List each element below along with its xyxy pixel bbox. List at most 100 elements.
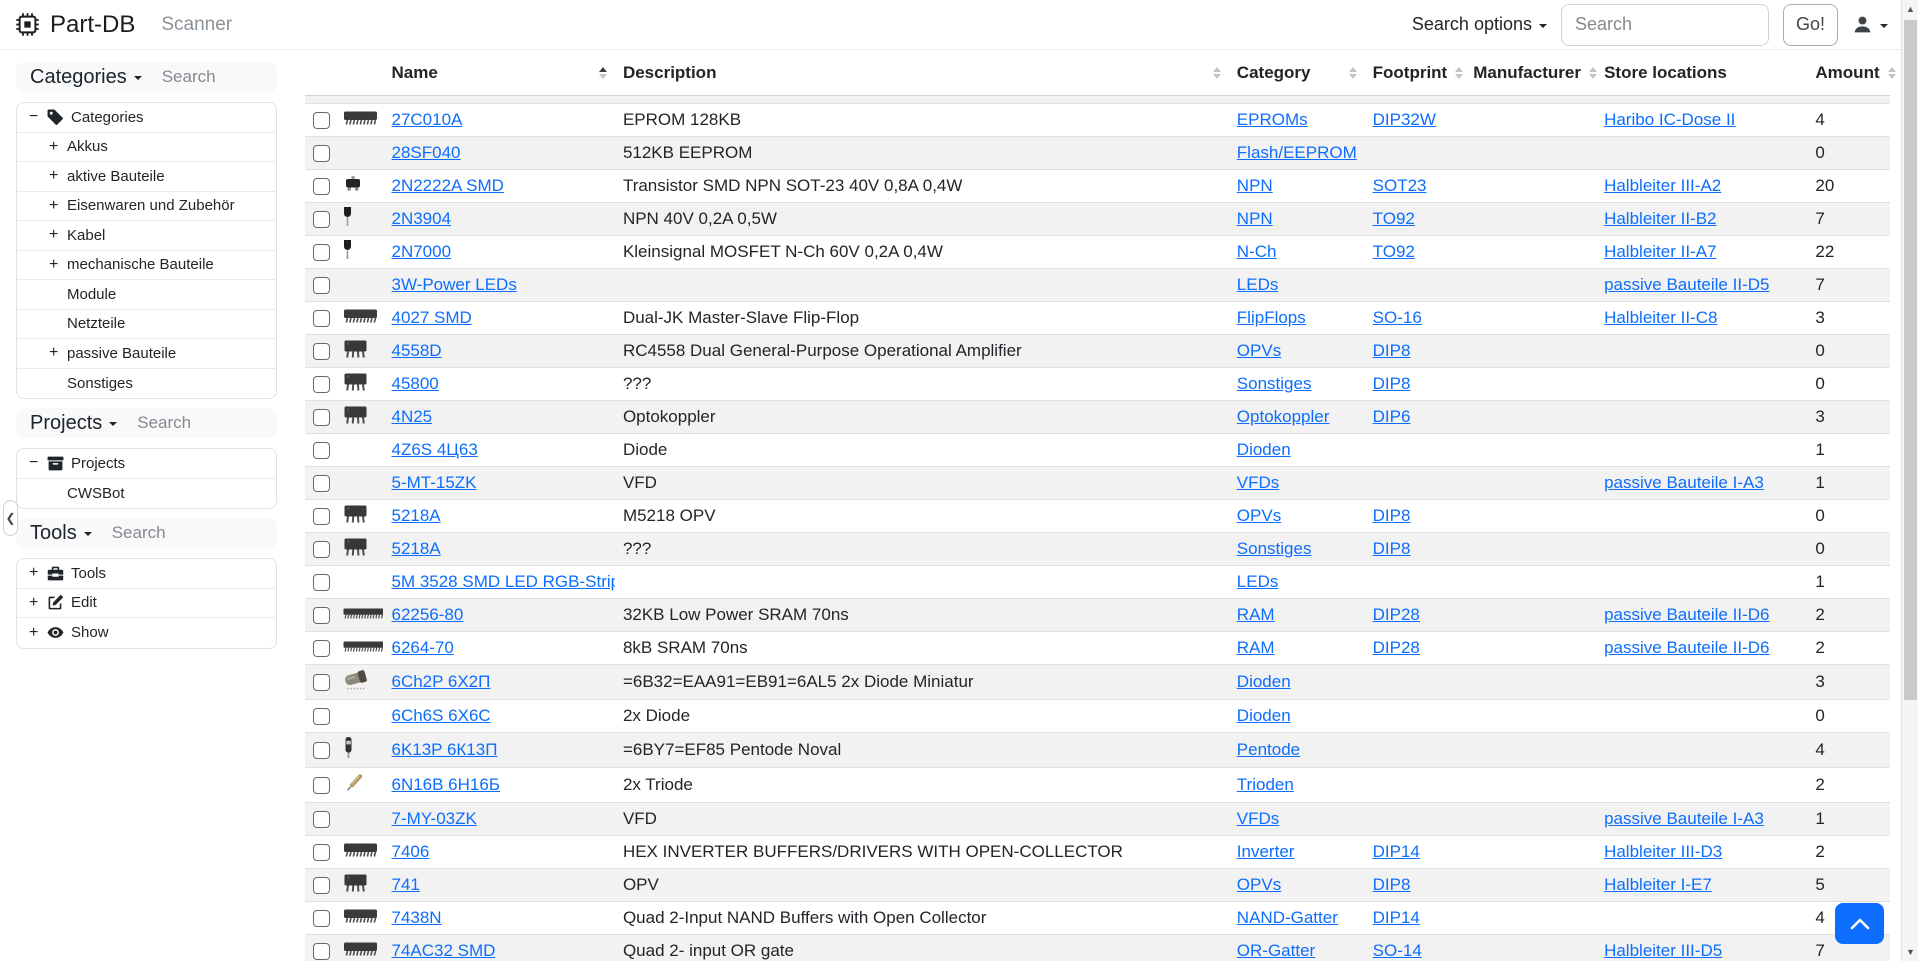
part-name-link[interactable]: 6Ch6S 6X6C — [391, 706, 491, 725]
footprint-link[interactable]: DIP28 — [1372, 605, 1420, 624]
row-checkbox[interactable] — [313, 640, 330, 658]
expand-plus-icon[interactable]: + — [29, 623, 39, 641]
category-link[interactable]: Optokoppler — [1236, 407, 1330, 426]
category-link[interactable]: Sonstiges — [1236, 374, 1312, 393]
tree-item-kabel[interactable]: + Kabel — [17, 221, 276, 251]
tree-item-passive-bauteile[interactable]: + passive Bauteile — [17, 339, 276, 369]
category-link[interactable]: RAM — [1236, 605, 1275, 624]
tree-item-categories[interactable]: − Categories — [17, 103, 276, 133]
tree-item-eisenwaren-und-zubeh-r[interactable]: + Eisenwaren und Zubehör — [17, 192, 276, 221]
tree-item-edit[interactable]: + Edit — [17, 589, 276, 618]
tube-diagonal-icon[interactable] — [343, 771, 366, 794]
part-name-link[interactable]: 6264-70 — [391, 638, 454, 657]
footprint-link[interactable]: SO-16 — [1372, 308, 1422, 327]
tools-mode-dropdown[interactable]: Tools — [30, 523, 92, 543]
store-location-link[interactable]: Halbleiter I-E7 — [1604, 875, 1712, 894]
tree-item-tools[interactable]: + Tools — [17, 559, 276, 589]
tools-search-input[interactable] — [111, 523, 222, 543]
search-options-dropdown[interactable]: Search options — [1412, 14, 1547, 35]
part-name-link[interactable]: 74AC32 SMD — [391, 941, 496, 960]
sot23-smd-icon[interactable] — [343, 175, 363, 192]
tree-item-akkus[interactable]: + Akkus — [17, 133, 276, 162]
scrollbar-thumb[interactable] — [1904, 20, 1917, 700]
tree-item-netzteile[interactable]: Netzteile — [17, 310, 276, 339]
part-name-link[interactable]: 27C010A — [391, 110, 463, 129]
expand-plus-icon[interactable]: + — [49, 255, 59, 273]
category-link[interactable]: FlipFlops — [1236, 308, 1306, 327]
store-location-link[interactable]: passive Bauteile I-A3 — [1604, 809, 1764, 828]
part-name-link[interactable]: 7406 — [391, 842, 430, 861]
category-link[interactable]: RAM — [1236, 638, 1275, 657]
dip-ic-side-icon[interactable] — [343, 307, 379, 324]
part-name-link[interactable]: 4Z6S 4Ц63 — [391, 440, 478, 459]
row-checkbox[interactable] — [313, 343, 330, 361]
store-location-link[interactable]: Halbleiter III-A2 — [1604, 176, 1722, 195]
expand-plus-icon[interactable]: + — [29, 564, 39, 582]
store-location-link[interactable]: Halbleiter III-D3 — [1604, 842, 1723, 861]
row-checkbox[interactable] — [313, 112, 330, 130]
row-checkbox[interactable] — [313, 409, 330, 427]
expand-plus-icon[interactable]: + — [49, 344, 59, 362]
part-name-link[interactable]: 6Ch2P 6Х2П — [391, 672, 491, 691]
footprint-link[interactable]: DIP32W — [1372, 110, 1436, 129]
footprint-link[interactable]: SO-14 — [1372, 941, 1422, 960]
category-link[interactable]: OPVs — [1236, 875, 1282, 894]
column-header-manufacturer[interactable]: Manufacturer — [1465, 50, 1597, 96]
category-link[interactable]: VFDs — [1236, 473, 1280, 492]
category-link[interactable]: EPROMs — [1236, 110, 1308, 129]
collapse-minus-icon[interactable]: − — [29, 108, 39, 126]
footprint-link[interactable]: DIP14 — [1372, 908, 1420, 927]
dip-ic-side-icon[interactable] — [343, 841, 379, 858]
app-brand-link[interactable]: Part-DB — [14, 11, 135, 39]
expand-plus-icon[interactable]: + — [49, 167, 59, 185]
dip8-ic-icon[interactable] — [343, 504, 368, 524]
category-link[interactable]: N-Ch — [1236, 242, 1277, 261]
dip8-ic-icon[interactable] — [343, 372, 368, 392]
part-name-link[interactable]: 4558D — [391, 341, 442, 360]
footprint-link[interactable]: DIP8 — [1372, 374, 1411, 393]
dip-ic-long-icon[interactable] — [343, 639, 384, 653]
row-checkbox[interactable] — [313, 877, 330, 895]
category-link[interactable]: Sonstiges — [1236, 539, 1312, 558]
projects-search-input[interactable] — [137, 413, 248, 433]
store-location-link[interactable]: Halbleiter II-A7 — [1604, 242, 1717, 261]
category-link[interactable]: Trioden — [1236, 775, 1294, 794]
categories-search-input[interactable] — [161, 67, 272, 87]
store-location-link[interactable]: Haribo IC-Dose II — [1604, 110, 1736, 129]
part-name-link[interactable]: 741 — [391, 875, 420, 894]
part-name-link[interactable]: 2N7000 — [391, 242, 452, 261]
tree-item-projects[interactable]: − Projects — [17, 449, 276, 479]
row-checkbox[interactable] — [313, 211, 330, 229]
global-search-input[interactable] — [1560, 3, 1769, 46]
scroll-up-arrow-icon[interactable]: ▲ — [1906, 4, 1915, 14]
part-name-link[interactable]: 4N25 — [391, 407, 433, 426]
part-name-link[interactable]: 7-MY-03ZK — [391, 809, 477, 828]
part-name-link[interactable]: 28SF040 — [391, 143, 461, 162]
part-name-link[interactable]: 5-MT-15ZK — [391, 473, 477, 492]
part-name-link[interactable]: 62256-80 — [391, 605, 464, 624]
footprint-link[interactable]: DIP14 — [1372, 842, 1420, 861]
category-link[interactable]: NPN — [1236, 176, 1273, 195]
part-name-link[interactable]: 6K13P 6К13П — [391, 740, 498, 759]
tube-horizontal-icon[interactable] — [343, 668, 371, 691]
tree-item-cwsbot[interactable]: CWSBot — [17, 479, 276, 509]
to92-transistor-icon[interactable] — [343, 239, 352, 260]
footprint-link[interactable]: DIP8 — [1372, 539, 1411, 558]
categories-mode-dropdown[interactable]: Categories — [30, 67, 142, 87]
dip-ic-side-icon[interactable] — [343, 940, 379, 957]
column-header-name[interactable]: Name — [383, 50, 615, 96]
dip-ic-side-icon[interactable] — [343, 907, 379, 924]
store-location-link[interactable]: passive Bauteile II-D5 — [1604, 275, 1770, 294]
dip-ic-side-icon[interactable] — [343, 109, 379, 126]
scroll-down-arrow-icon[interactable]: ▼ — [1906, 947, 1915, 957]
go-button[interactable]: Go! — [1782, 3, 1838, 46]
expand-plus-icon[interactable]: + — [49, 196, 59, 214]
row-checkbox[interactable] — [313, 244, 330, 262]
part-name-link[interactable]: 5218A — [391, 506, 441, 525]
row-checkbox[interactable] — [313, 674, 330, 692]
category-link[interactable]: OPVs — [1236, 341, 1282, 360]
row-checkbox[interactable] — [313, 541, 330, 559]
store-location-link[interactable]: Halbleiter II-C8 — [1604, 308, 1718, 327]
footprint-link[interactable]: DIP6 — [1372, 407, 1411, 426]
row-checkbox[interactable] — [313, 376, 330, 394]
